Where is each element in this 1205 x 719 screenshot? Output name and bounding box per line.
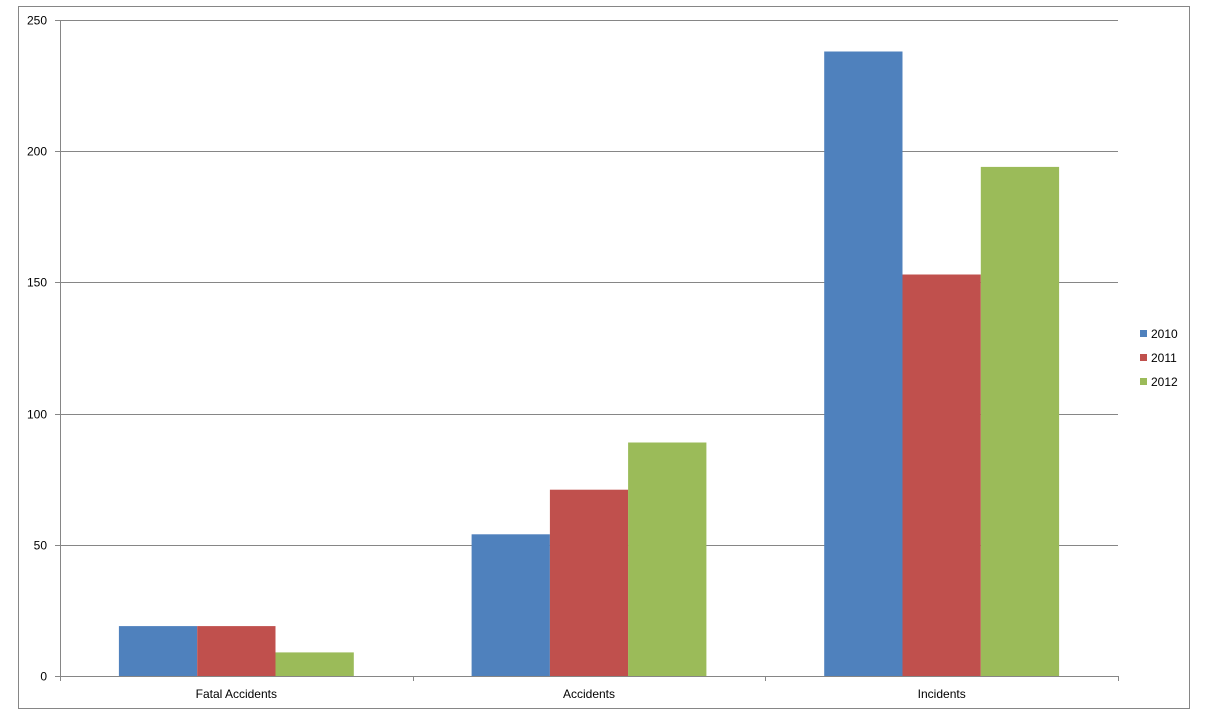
- legend: 2010 2011 2012: [1140, 327, 1178, 389]
- y-axis-tick-labels: 0 50 100 150 200 250: [27, 14, 47, 684]
- y-tick-label: 100: [27, 408, 47, 422]
- bar-2011-accidents: [549, 489, 629, 676]
- y-tick-label: 200: [27, 145, 47, 159]
- y-tick-label: 150: [27, 276, 47, 290]
- y-tick-label: 250: [27, 14, 47, 28]
- bar-2012-incidents: [980, 166, 1060, 676]
- y-tick-label: 0: [40, 670, 47, 684]
- legend-label-2010: 2010: [1151, 327, 1178, 341]
- x-tick-label: Fatal Accidents: [196, 687, 277, 701]
- legend-label-2012: 2012: [1151, 375, 1178, 389]
- bar-2012-fatal-accidents: [275, 652, 354, 676]
- legend-swatch-2012: [1140, 378, 1147, 385]
- bars: [118, 51, 1060, 676]
- x-tick-label: Accidents: [563, 687, 615, 701]
- bar-2011-incidents: [902, 274, 981, 676]
- bar-2012-accidents: [628, 442, 707, 676]
- x-axis-tick-labels: Fatal Accidents Accidents Incidents: [196, 687, 966, 701]
- legend-swatch-2010: [1140, 330, 1147, 337]
- bar-2010-incidents: [824, 51, 903, 676]
- x-tick-label: Incidents: [918, 687, 966, 701]
- legend-swatch-2011: [1140, 354, 1147, 361]
- y-tick-label: 50: [34, 539, 48, 553]
- bar-2010-fatal-accidents: [118, 626, 198, 676]
- bar-2011-fatal-accidents: [197, 626, 276, 676]
- axes: [55, 20, 1119, 681]
- bar-2010-accidents: [471, 534, 550, 676]
- legend-label-2011: 2011: [1151, 351, 1177, 365]
